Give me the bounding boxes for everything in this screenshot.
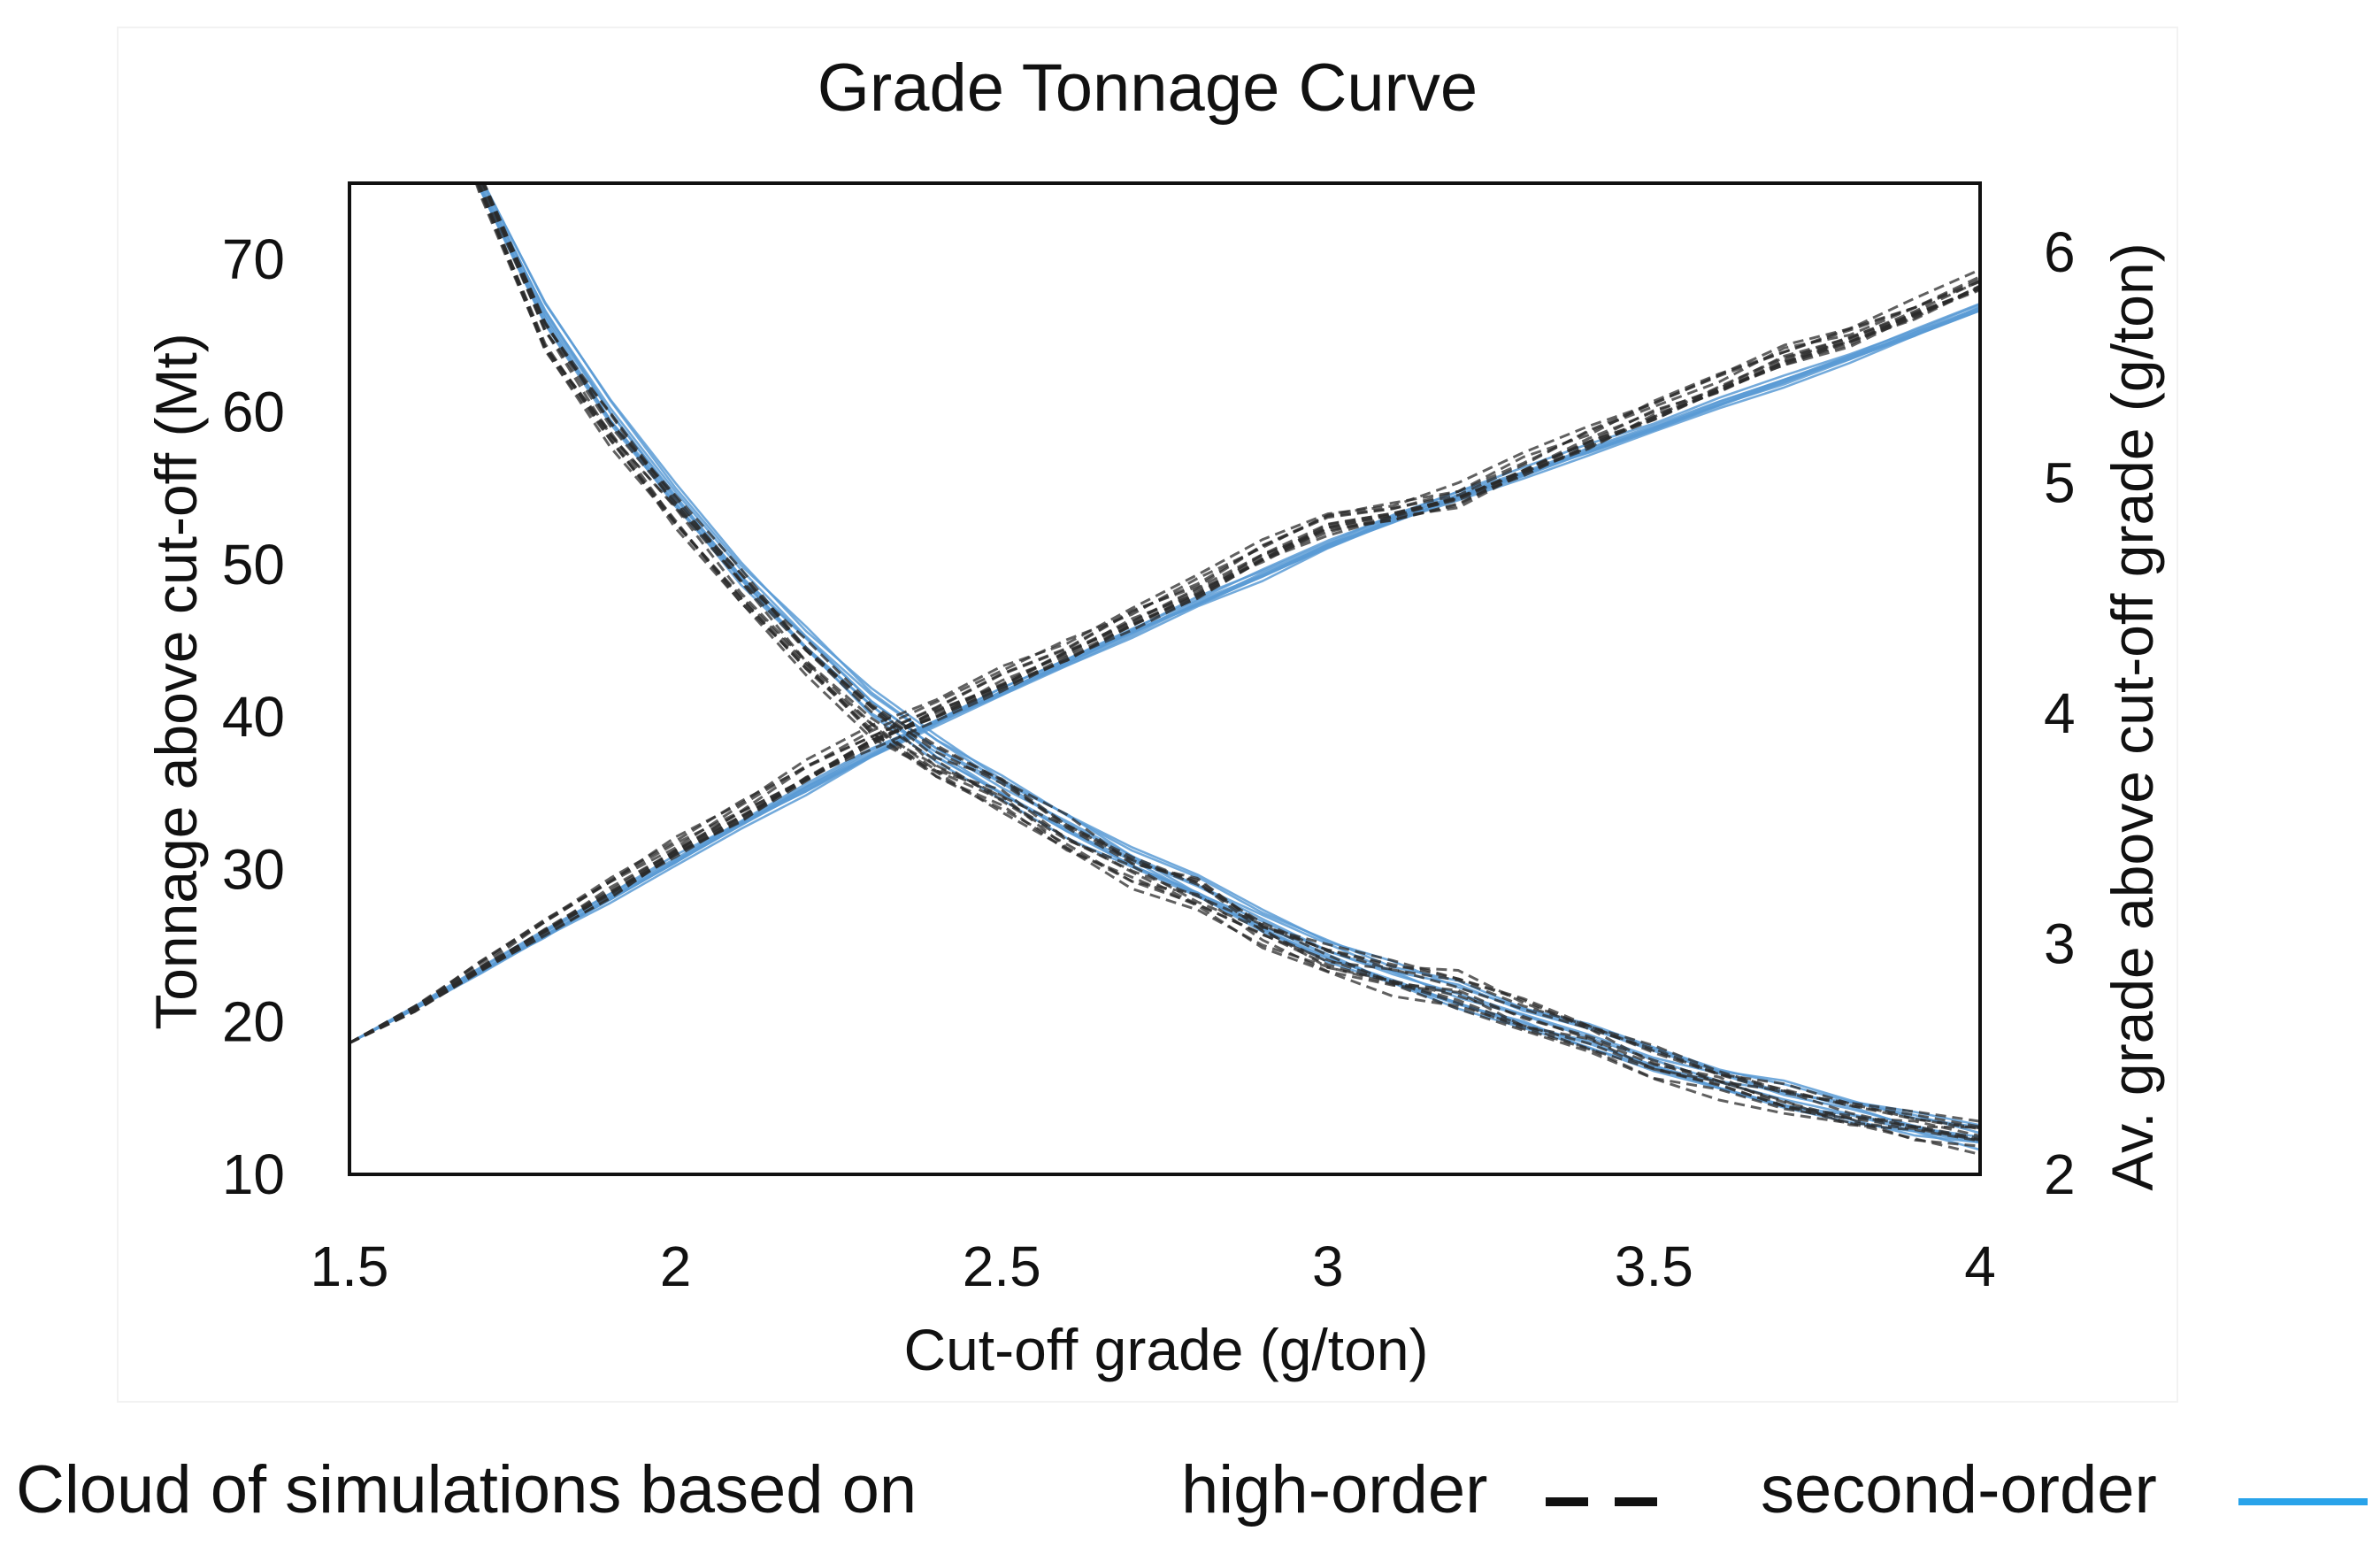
y-tick-label-left: 20 — [222, 990, 285, 1054]
high-order-simulation-line — [476, 183, 1980, 1142]
high-order-simulation-line — [474, 183, 1980, 1148]
y-axis-label-left: Tonnage above cut-off (Mt) — [143, 333, 209, 1030]
plot-area-border — [348, 181, 1982, 1176]
high-order-simulation-line — [479, 183, 1980, 1137]
second-order-simulation-line — [349, 309, 1980, 1044]
y-tick-label-left: 60 — [222, 380, 285, 443]
high-order-simulation-line — [481, 183, 1980, 1131]
high-order-simulation-line — [349, 284, 1980, 1044]
x-tick-label: 2 — [660, 1235, 692, 1298]
high-order-simulation-line — [475, 183, 1980, 1156]
second-order-simulation-line — [476, 183, 1980, 1142]
second-order-simulation-line — [480, 183, 1980, 1135]
x-tick-label: 4 — [1964, 1235, 1996, 1298]
high-order-simulation-line — [349, 287, 1980, 1044]
x-axis-label: Cut-off grade (g/ton) — [903, 1317, 1428, 1382]
y-tick-label-right: 6 — [2044, 220, 2076, 284]
high-order-simulation-line — [482, 183, 1980, 1130]
high-order-simulation-line — [477, 183, 1980, 1142]
second-order-simulation-line — [349, 309, 1980, 1044]
second-order-simulation-line — [476, 183, 1980, 1144]
y-tick-label-left: 40 — [222, 685, 285, 749]
second-order-simulation-line — [481, 183, 1980, 1127]
y-tick-label-left: 10 — [222, 1142, 285, 1206]
second-order-simulation-line — [349, 305, 1980, 1044]
high-order-simulation-line — [481, 183, 1980, 1128]
y-tick-label-right: 3 — [2044, 912, 2076, 976]
legend-high-order-swatch — [1546, 1497, 1657, 1506]
series-layer — [349, 183, 1980, 1156]
second-order-simulation-line — [476, 183, 1980, 1151]
x-tick-label: 2.5 — [963, 1235, 1041, 1298]
y-tick-label-left: 50 — [222, 533, 285, 596]
second-order-simulation-line — [477, 183, 1980, 1144]
y-tick-label-right: 4 — [2044, 681, 2076, 745]
high-order-simulation-line — [349, 268, 1980, 1044]
second-order-simulation-line — [349, 308, 1980, 1044]
legend-high-order-label: high-order — [1181, 1452, 1488, 1527]
high-order-simulation-line — [349, 280, 1980, 1044]
x-tick-label: 3 — [1312, 1235, 1344, 1298]
high-order-simulation-line — [349, 275, 1980, 1044]
second-order-simulation-line — [482, 183, 1980, 1128]
y-tick-label-right: 2 — [2044, 1142, 2076, 1206]
second-order-simulation-line — [349, 308, 1980, 1044]
second-order-simulation-line — [478, 183, 1980, 1138]
second-order-simulation-line — [349, 309, 1980, 1044]
legend-second-order-swatch — [2238, 1498, 2368, 1505]
high-order-simulation-line — [482, 183, 1980, 1123]
high-order-simulation-line — [476, 183, 1980, 1140]
ticks-layer: 1.5 2 2.5 3 3.5 4 10 20 30 40 50 60 70 2 3 4 5 6 — [222, 220, 2076, 1298]
y-tick-label-right: 5 — [2044, 451, 2076, 515]
second-order-simulation-line — [478, 183, 1980, 1143]
y-tick-label-left: 30 — [222, 837, 285, 901]
x-tick-label: 1.5 — [311, 1235, 389, 1298]
y-tick-label-left: 70 — [222, 227, 285, 291]
high-order-simulation-line — [480, 183, 1980, 1129]
high-order-simulation-line — [478, 183, 1980, 1142]
second-order-simulation-line — [349, 306, 1980, 1044]
y-axis-label-right: Av. grade above cut-off grade (g/ton) — [2100, 242, 2165, 1190]
chart-title: Grade Tonnage Curve — [818, 50, 1478, 126]
second-order-simulation-line — [349, 302, 1980, 1044]
x-tick-label: 3.5 — [1615, 1235, 1693, 1298]
legend-prefix: Cloud of simulations based on — [16, 1452, 917, 1527]
legend-second-order-label: second-order — [1761, 1452, 2157, 1527]
